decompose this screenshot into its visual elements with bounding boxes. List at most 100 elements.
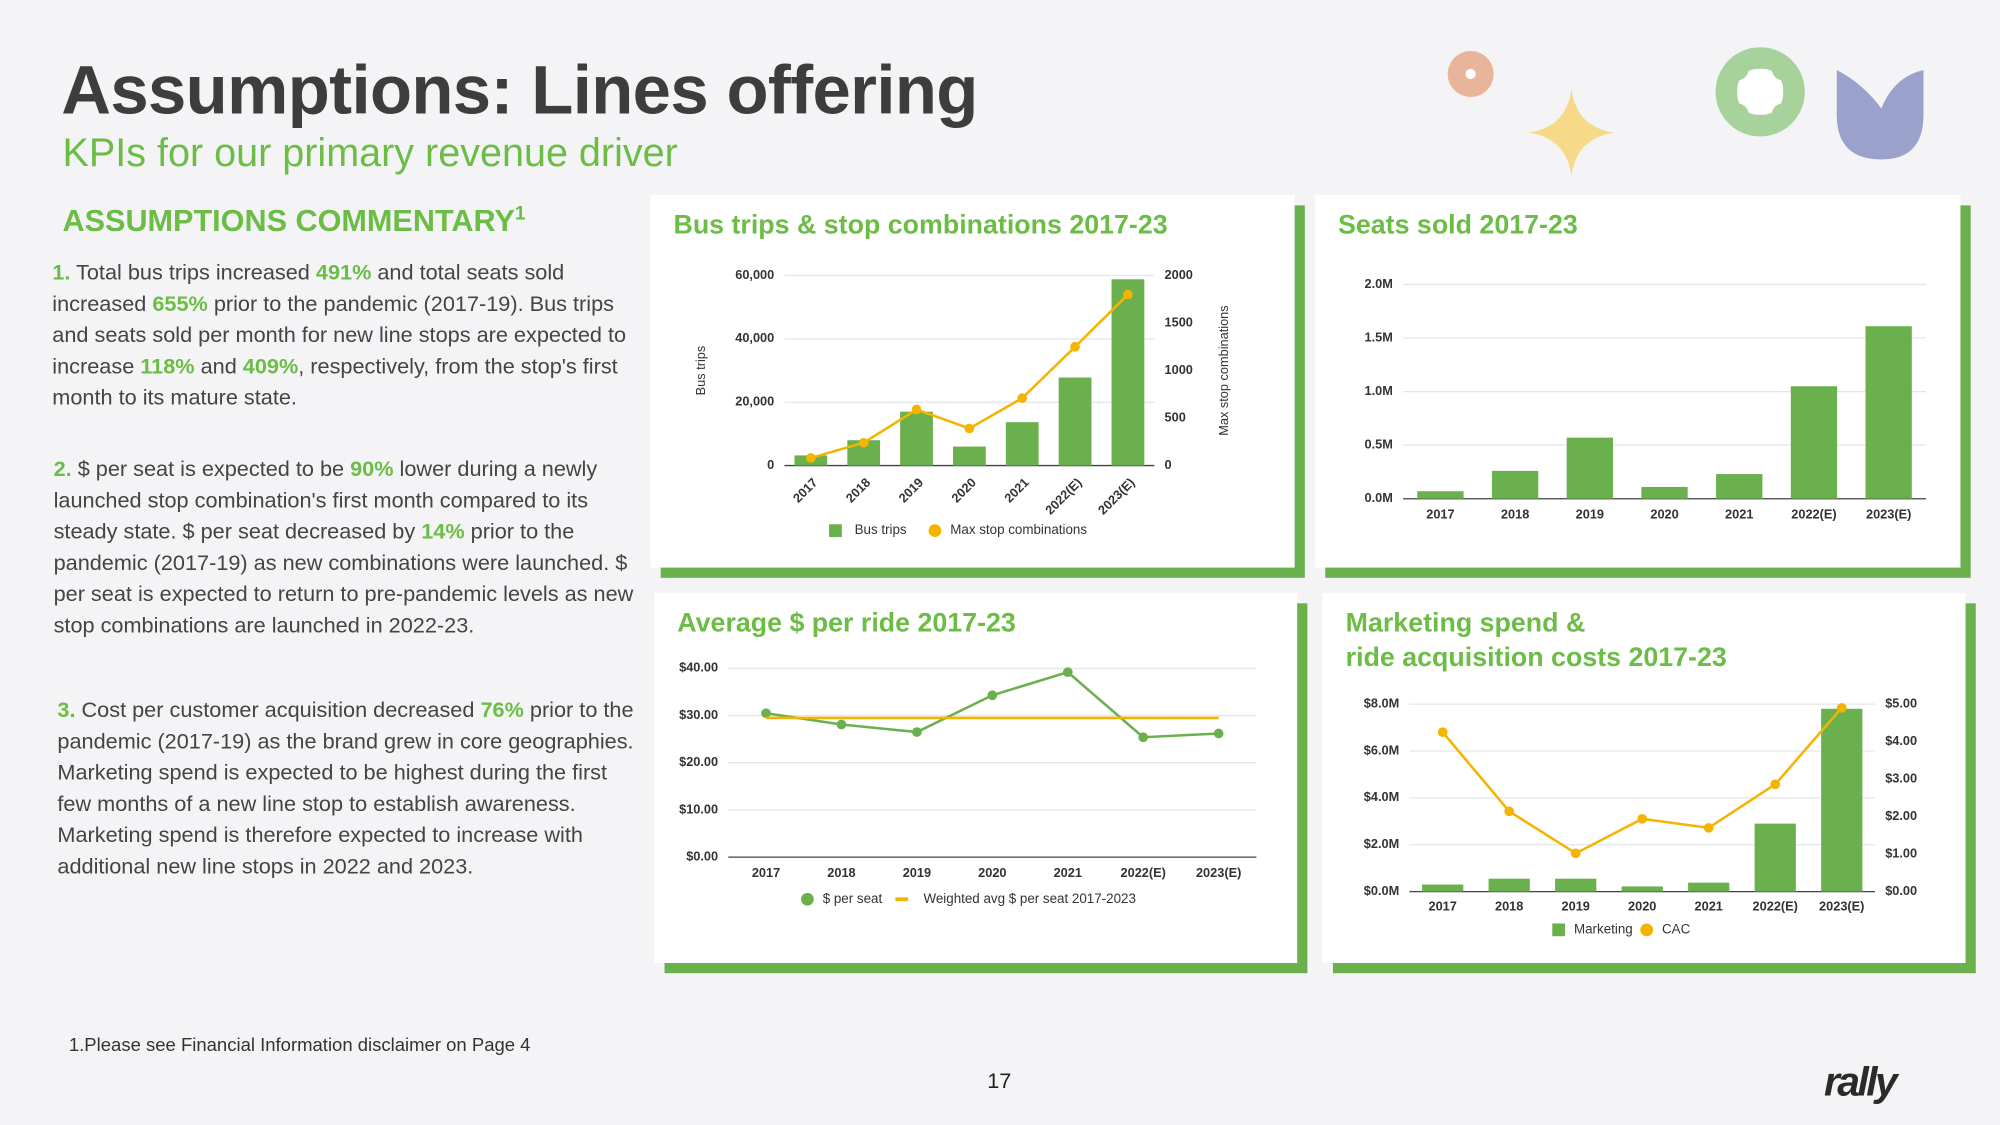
x-tick-label: 2019 [1576,507,1604,522]
footnote: 1.Please see Financial Information discl… [68,1035,531,1057]
chart: $0.0M $2.0M $4.0M $6.0M $8.0M $0.00 $1.00 $2.00… [1364,695,1917,937]
y-tick-label: 20,000 [735,394,774,409]
highlight: 655% [152,291,208,316]
chart-panel: Bus trips & stop combinations 2017-23 0 20… [650,195,1295,568]
bar [1621,886,1663,892]
y2-tick-label: $3.00 [1885,770,1917,785]
chart-panel: Average $ per ride 2017-23 $0.00 $10.00 $20… [654,593,1298,964]
point [1570,848,1581,859]
legend-label: $ per seat [823,891,883,906]
decoration [1447,47,1924,177]
x-tick-label: 2018 [843,475,874,506]
bar [1417,491,1464,499]
x-tick-label: 2022(E) [1753,898,1798,913]
slide-title: Assumptions: Lines offering [61,52,978,129]
bar [1716,474,1763,499]
chart-title: Average $ per ride 2017-23 [677,608,1016,638]
x-tick-label: 2021 [1001,475,1032,506]
bar [1488,878,1530,892]
chart-panel: Seats sold 2017-23 0.0M 0.5M 1.0M 1.5M 2.0M 20… [1315,195,1961,568]
point [806,453,816,463]
text-segment: prior to the pandemic (2017-19) as the b… [57,697,634,879]
text-segment: and total seats sold increased [52,260,565,316]
bar [1865,326,1912,499]
point [1123,289,1133,300]
bar [1566,437,1613,499]
paragraph: 2. $ per seat is expected to be 90% lowe… [54,454,634,641]
x-tick-label: 2019 [895,475,926,506]
y2-tick-label: 1500 [1165,314,1193,329]
y-tick-label: 60,000 [735,267,774,282]
point [912,727,922,737]
highlight: 3. [57,697,76,722]
point [858,437,869,448]
y2-axis-title: Max stop combinations [1216,305,1231,435]
point [1017,393,1028,403]
x-tick-label: 2021 [1054,865,1082,880]
y-tick-label: 0.0M [1364,490,1392,505]
y-tick-label: $30.00 [679,707,718,722]
legend-swatch [1552,923,1566,937]
highlight: 2. [53,456,72,481]
highlight: 76% [480,697,524,722]
text-segment: Cost per customer acquisition decreased [75,697,481,722]
point [987,690,998,701]
heading-text: ASSUMPTIONS COMMENTARY [62,204,515,239]
x-tick-label: 2018 [827,865,855,880]
legend-label: Max stop combinations [950,522,1087,537]
bar [1754,823,1796,892]
y2-tick-label: 0 [1165,457,1172,472]
legend-label: Bus trips [855,522,907,537]
x-tick-label: 2021 [1725,507,1753,522]
text-segment: prior to the pandemic (2017-19). Bus tri… [52,291,627,379]
bar [1821,708,1863,892]
y2-tick-label: $5.00 [1885,695,1917,710]
x-tick-label: 2017 [1426,507,1454,522]
y-tick-label: $10.00 [679,801,718,816]
point [761,708,771,719]
highlight: 90% [350,456,394,481]
point [1637,813,1648,824]
y-tick-label: $6.0M [1364,742,1399,757]
legend-swatch [829,524,842,537]
highlight: 1. [52,260,71,285]
legend-swatch [801,892,814,906]
heading-note: 1 [514,202,526,225]
point [964,423,975,434]
bar [953,446,986,466]
y-tick-label: 1.0M [1364,383,1392,398]
text-segment: lower during a newly launched stop combi… [53,456,598,544]
bar [1058,377,1092,466]
text-segment: prior to the pandemic (2017-19) as new c… [53,519,634,638]
y-tick-label: $0.0M [1364,883,1399,898]
legend-label: CAC [1662,921,1691,936]
point [1138,732,1149,743]
y-tick-label: $8.0M [1364,695,1399,710]
commentary-heading: ASSUMPTIONS COMMENTARY1 [62,203,525,240]
y2-tick-label: $0.00 [1885,883,1917,898]
y2-tick-label: 2000 [1165,267,1193,282]
point [1062,667,1073,677]
point [1437,727,1448,738]
y2-tick-label: $4.00 [1885,733,1917,748]
y-tick-label: 2.0M [1364,276,1392,291]
y-tick-label: $40.00 [679,660,718,675]
bar [1688,882,1730,892]
text-segment: $ per seat is expected to be [71,456,351,481]
page-number: 17 [987,1068,1012,1094]
point [1213,728,1224,739]
x-tick-label: 2020 [1650,507,1678,522]
bar [900,411,933,466]
y-tick-label: $4.0M [1364,789,1399,804]
bar [1641,486,1688,499]
chart-title: Seats sold 2017-23 [1338,210,1578,240]
paragraph: 3. Cost per customer acquisition decreas… [57,695,637,882]
logo: rally [1823,1058,1898,1105]
point [911,404,922,415]
point [1703,822,1714,833]
x-tick-label: 2020 [948,475,979,506]
slide-subtitle: KPIs for our primary revenue driver [62,130,678,175]
y2-tick-label: 1000 [1165,362,1193,377]
chart-title: Marketing spend & ride acquisition costs … [1346,606,1727,675]
